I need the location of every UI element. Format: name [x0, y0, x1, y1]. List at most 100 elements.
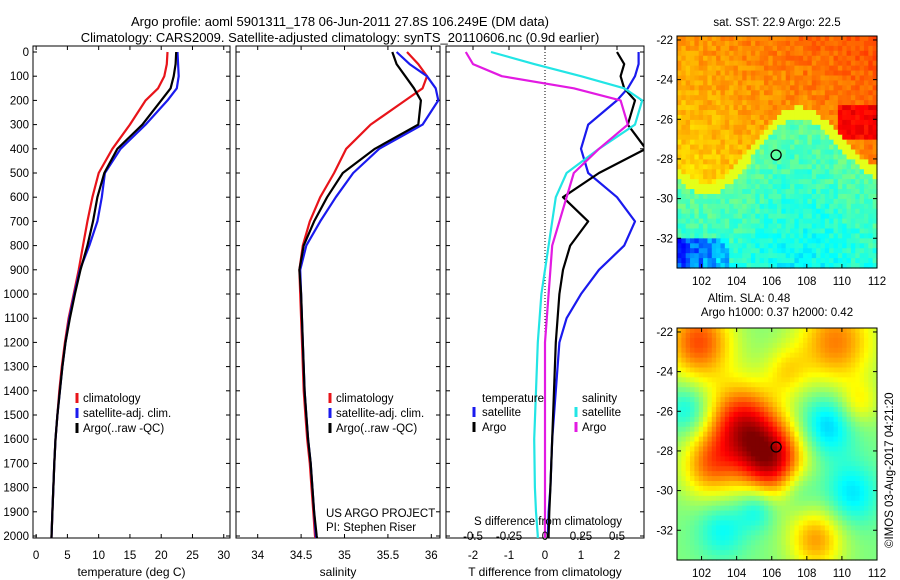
map-cell	[794, 90, 800, 96]
map-cell	[698, 233, 704, 239]
map-cell	[763, 347, 769, 354]
map-cell	[737, 119, 743, 126]
map-cell	[820, 392, 826, 398]
map-cell	[868, 387, 874, 393]
map-cell	[763, 238, 769, 244]
map-cell	[855, 382, 861, 388]
map-cell	[824, 208, 830, 215]
map-cell	[742, 55, 748, 62]
map-cell	[768, 466, 774, 472]
map-cell	[677, 253, 682, 259]
map-cell	[772, 203, 778, 210]
series-line-salinity-climatology	[298, 51, 429, 538]
map-cell	[790, 347, 795, 354]
map-cell	[729, 85, 735, 91]
map-cell	[868, 525, 874, 531]
map-cell	[711, 218, 717, 225]
map-cell	[846, 139, 852, 146]
map-cell	[781, 471, 787, 477]
map-cell	[733, 248, 739, 254]
map-cell	[681, 436, 687, 443]
map-cell	[824, 154, 830, 161]
series-line-temperature-satellite-adj-clim-	[50, 51, 180, 538]
map-cell	[872, 466, 878, 472]
map-cell	[755, 471, 761, 477]
map-cell	[733, 550, 739, 556]
map-cell	[855, 213, 861, 220]
map-cell	[703, 85, 709, 91]
map-cell	[768, 525, 774, 531]
map-cell	[785, 525, 791, 531]
map-cell	[733, 337, 739, 344]
map-cell	[768, 446, 774, 453]
map-cell	[694, 471, 700, 477]
map-cell	[785, 223, 791, 230]
map-cell	[716, 213, 722, 220]
map-cell	[755, 426, 761, 433]
map-cell	[750, 184, 756, 190]
map-cell	[755, 90, 761, 96]
map-cell	[729, 382, 735, 388]
map-cell	[707, 243, 713, 249]
map-cell	[737, 164, 743, 170]
map-cell	[737, 223, 743, 230]
map-cell	[685, 65, 691, 72]
map-cell	[863, 510, 869, 517]
map-cell	[690, 426, 695, 433]
map-cell	[755, 263, 761, 269]
map-cell	[842, 60, 848, 67]
map-cell	[798, 95, 804, 101]
map-cell	[863, 382, 869, 388]
map-cell	[824, 402, 830, 408]
map-cell	[755, 416, 761, 423]
map-cell	[759, 80, 765, 86]
map-cell	[737, 198, 743, 205]
map-cell	[846, 485, 852, 492]
map-cell	[785, 387, 791, 393]
map-cell	[737, 367, 743, 374]
map-cell	[677, 174, 682, 180]
map-cell	[677, 105, 682, 111]
map-cell	[720, 169, 726, 175]
map-cell	[859, 481, 865, 487]
map-cell	[690, 238, 695, 244]
map-cell	[677, 263, 682, 269]
map-cell	[698, 253, 704, 259]
map-cell	[768, 105, 774, 111]
map-cell	[750, 45, 756, 52]
legend-entry: Argo(..raw -QC)	[336, 423, 417, 435]
map-cell	[681, 461, 687, 467]
map-cell	[846, 129, 852, 136]
map-cell	[816, 203, 822, 210]
map-cell	[737, 372, 743, 378]
map-cell	[685, 105, 691, 111]
map-cell	[790, 233, 795, 239]
map-cell	[781, 426, 787, 433]
map-cell	[859, 471, 865, 477]
map-cell	[729, 139, 735, 146]
map-cell	[842, 451, 848, 457]
map-cell	[829, 411, 835, 418]
map-cell	[863, 456, 869, 462]
map-cell	[711, 75, 717, 82]
map-cell	[794, 416, 800, 423]
map-cell	[863, 198, 869, 205]
map-cell	[811, 525, 817, 531]
map-cell	[729, 119, 735, 126]
map-cell	[681, 406, 687, 413]
map-cell	[785, 515, 791, 522]
map-cell	[829, 451, 835, 457]
chart-title-line2: Climatology: CARS2009. Satellite-adjuste…	[80, 30, 600, 45]
map-cell	[794, 114, 800, 121]
map-cell	[690, 70, 695, 77]
map-cell	[781, 485, 787, 492]
map-cell	[755, 402, 761, 408]
map-cell	[807, 431, 813, 438]
map-cell	[820, 253, 826, 259]
map-cell	[720, 80, 726, 86]
map-cell	[763, 203, 769, 210]
map-cell	[698, 213, 704, 220]
map-cell	[872, 352, 878, 359]
map-cell	[707, 555, 713, 561]
map-cell	[759, 481, 765, 487]
